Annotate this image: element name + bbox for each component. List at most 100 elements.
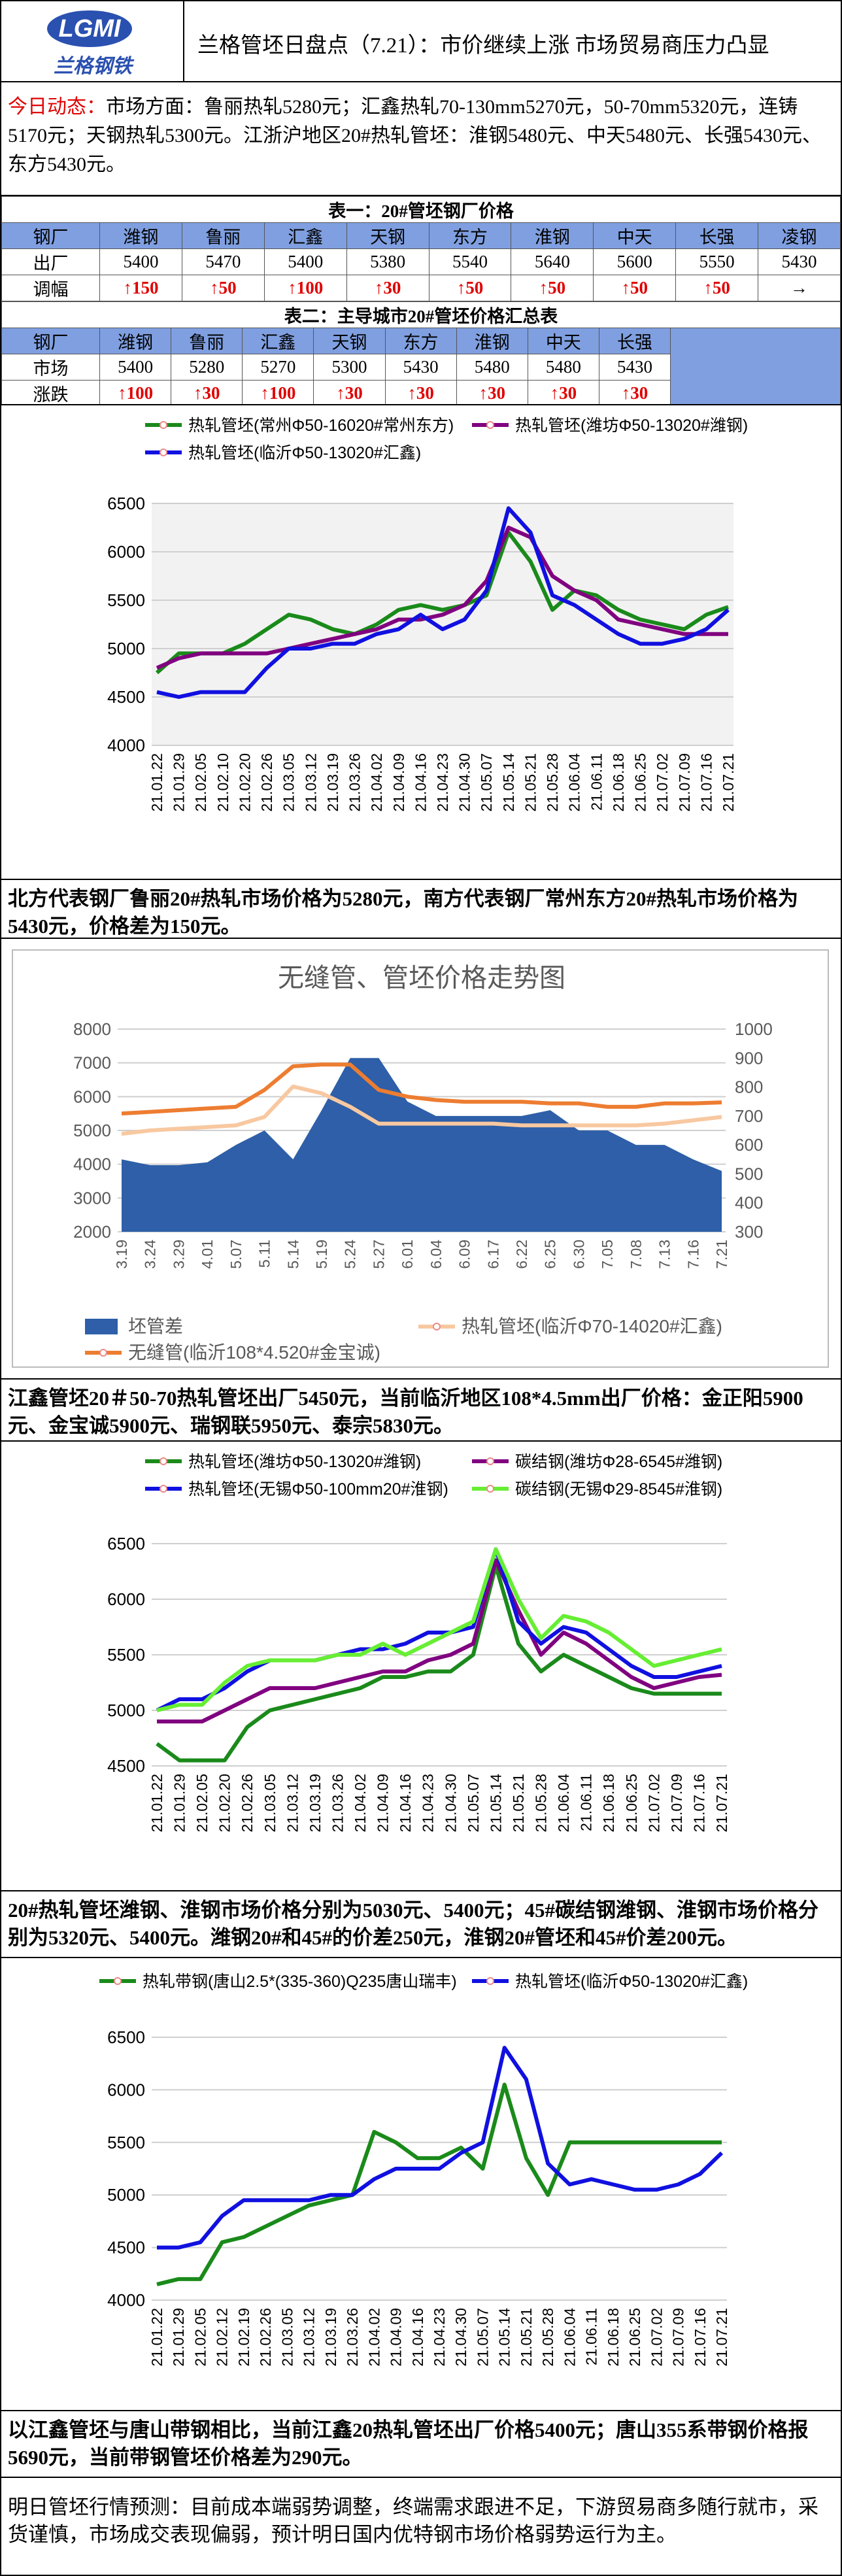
header-cell: 中天 bbox=[527, 328, 599, 354]
blank-cell bbox=[670, 328, 841, 404]
x-tick-label: 21.03.26 bbox=[344, 2308, 361, 2367]
x-tick-label: 21.01.22 bbox=[148, 1774, 165, 1833]
y2-tick-label: 900 bbox=[735, 1048, 763, 1068]
x-tick-label: 5.19 bbox=[313, 1240, 330, 1269]
row: 出厂 5400 5470 5400 5380 5540 5640 5600 5550 5430 bbox=[1, 248, 841, 275]
x-tick-label: 21.02.20 bbox=[216, 1774, 233, 1833]
x-tick-label: 21.06.04 bbox=[555, 1774, 572, 1833]
x-tick-label: 21.07.09 bbox=[668, 1774, 685, 1833]
x-tick-label: 21.07.21 bbox=[713, 2308, 730, 2367]
x-tick-label: 21.05.21 bbox=[522, 753, 539, 812]
tables: 表一：20#管坯钢厂价格 钢厂 潍钢 鲁丽 汇鑫 天钢 东方 淮钢 中天 长强 凌钢 出厂 5400 54… bbox=[0, 196, 842, 405]
legend-label: 热轧管坯(临沂Φ70-14020#汇鑫) bbox=[462, 1316, 722, 1336]
y-tick-label: 6000 bbox=[107, 542, 145, 562]
y-tick-label: 4500 bbox=[107, 1756, 145, 1776]
x-tick-label: 21.02.19 bbox=[235, 2308, 252, 2367]
x-tick-label: 21.04.02 bbox=[365, 2308, 382, 2367]
x-tick-label: 21.05.28 bbox=[539, 2308, 556, 2367]
x-tick-label: 21.06.25 bbox=[623, 1774, 640, 1833]
y2-tick-label: 400 bbox=[735, 1193, 763, 1213]
x-tick-label: 21.01.22 bbox=[148, 2308, 165, 2367]
chart-3: 4500 5000 5500 6000 6500 21.01.22 21.01.29 21.0… bbox=[107, 1453, 730, 1833]
line bbox=[156, 530, 729, 675]
x-tick-label: 5.27 bbox=[370, 1240, 387, 1269]
x-tick-label: 21.02.12 bbox=[214, 2308, 231, 2367]
cell: ↑30 bbox=[384, 380, 457, 404]
cell: ↑100 bbox=[242, 380, 314, 404]
y-tick-label: 2000 bbox=[73, 1222, 111, 1242]
header-cell: 鲁丽 bbox=[171, 328, 243, 354]
y-tick-label: 6000 bbox=[107, 1589, 145, 1609]
cell: 市场 bbox=[1, 354, 100, 381]
cell: 5480 bbox=[456, 354, 528, 381]
header-cell: 钢厂 bbox=[1, 222, 100, 249]
cell: ↑150 bbox=[99, 275, 182, 301]
x-tick-label: 21.05.07 bbox=[474, 2308, 491, 2367]
cell: 5470 bbox=[181, 248, 265, 275]
cell: 5300 bbox=[313, 354, 386, 381]
cell: ↑30 bbox=[598, 380, 671, 404]
legend-dot bbox=[486, 1977, 494, 1985]
x-tick-label: 21.06.11 bbox=[588, 753, 605, 811]
y-tick-label: 6000 bbox=[73, 1087, 111, 1106]
legend-dot bbox=[160, 449, 167, 456]
x-tick-label: 21.03.12 bbox=[284, 1774, 301, 1833]
header-cell: 天钢 bbox=[313, 328, 386, 354]
x-tick-label: 21.02.26 bbox=[257, 2308, 274, 2367]
logo-text: 兰格钢铁 bbox=[54, 56, 132, 77]
title: 兰格管坯日盘点（7.21）：市价继续上涨 市场贸易商压力凸显 bbox=[197, 34, 769, 58]
x-tick-label: 21.05.21 bbox=[510, 1774, 527, 1833]
x-tick-label: 21.05.07 bbox=[465, 1774, 482, 1833]
cell: ↑50 bbox=[675, 275, 758, 301]
x-tick-label: 7.05 bbox=[599, 1240, 616, 1269]
x-tick-label: 21.05.28 bbox=[533, 1774, 550, 1833]
x-tick-label: 21.02.05 bbox=[192, 2308, 209, 2367]
y2-tick-label: 500 bbox=[735, 1164, 763, 1183]
x-tick-label: 21.04.16 bbox=[397, 1774, 414, 1833]
cell: ↑50 bbox=[428, 275, 512, 301]
y-tick-label: 4500 bbox=[107, 2238, 145, 2258]
y2-tick-label: 800 bbox=[735, 1077, 763, 1097]
legend-label: 热轧管坯(潍坊Φ50-13020#潍钢) bbox=[188, 1453, 421, 1471]
line bbox=[156, 1547, 722, 1712]
x-tick-label: 6.01 bbox=[399, 1240, 416, 1269]
y2-tick-label: 600 bbox=[735, 1135, 763, 1155]
table-1: 表一：20#管坯钢厂价格 钢厂 潍钢 鲁丽 汇鑫 天钢 东方 淮钢 中天 长强 凌钢 出厂 5400 54… bbox=[1, 196, 841, 301]
x-tick-label: 7.21 bbox=[713, 1240, 730, 1269]
x-tick-label: 21.03.19 bbox=[307, 1774, 324, 1833]
x-tick-label: 21.07.09 bbox=[676, 753, 693, 812]
cell: 5280 bbox=[171, 354, 243, 381]
x-tick-label: 21.06.11 bbox=[578, 1774, 595, 1831]
x-tick-label: 21.02.10 bbox=[214, 753, 231, 812]
x-tick-label: 21.07.02 bbox=[645, 1774, 662, 1833]
x-tick-label: 21.04.09 bbox=[390, 753, 407, 812]
cell: 5430 bbox=[598, 354, 671, 381]
x-tick-label: 21.05.28 bbox=[544, 753, 561, 812]
x-tick-label: 21.03.12 bbox=[302, 753, 319, 812]
x-tick-label: 21.02.05 bbox=[194, 1774, 210, 1833]
intro: 今日动态：市场方面：鲁丽热轧5280元；汇鑫热轧70-130mm5270元，50… bbox=[0, 82, 842, 196]
legend-label: 热轧带钢(唐山2.5*(335-360)Q235唐山瑞丰) bbox=[143, 1973, 457, 1991]
legend-dot bbox=[160, 1485, 167, 1493]
x-tick-label: 21.04.23 bbox=[434, 753, 451, 812]
legend-dot bbox=[160, 1457, 167, 1465]
row: 涨跌 ↑100 ↑30 ↑100 ↑30 ↑30 ↑30 ↑30 ↑30 bbox=[1, 380, 841, 404]
title-row: 表一：20#管坯钢厂价格 bbox=[1, 196, 841, 223]
cell: 出厂 bbox=[1, 248, 100, 275]
title-row: 表二：主导城市20#管坯价格汇总表 bbox=[1, 301, 841, 328]
x-tick-label: 21.01.29 bbox=[171, 753, 188, 812]
x-tick-label: 21.04.16 bbox=[409, 2308, 426, 2367]
cell: 5430 bbox=[758, 248, 841, 275]
x-tick-label: 21.01.29 bbox=[170, 2308, 187, 2367]
cell: 5640 bbox=[511, 248, 594, 275]
header: LGMI 兰格钢铁 兰格管坯日盘点（7.21）：市价继续上涨 市场贸易商压力凸显 bbox=[0, 0, 842, 82]
x-tick-label: 21.04.16 bbox=[412, 753, 429, 812]
x-tick-label: 21.05.14 bbox=[487, 1774, 504, 1833]
y-tick-label: 3000 bbox=[73, 1188, 111, 1208]
y-tick-label: 7000 bbox=[73, 1053, 111, 1073]
legend-label: 坯管差 bbox=[128, 1316, 183, 1336]
y2-tick-label: 700 bbox=[735, 1106, 763, 1126]
legend-label: 碳结钢(潍坊Φ28-6545#潍钢) bbox=[515, 1453, 722, 1471]
x-tick-label: 21.07.16 bbox=[690, 1774, 707, 1833]
